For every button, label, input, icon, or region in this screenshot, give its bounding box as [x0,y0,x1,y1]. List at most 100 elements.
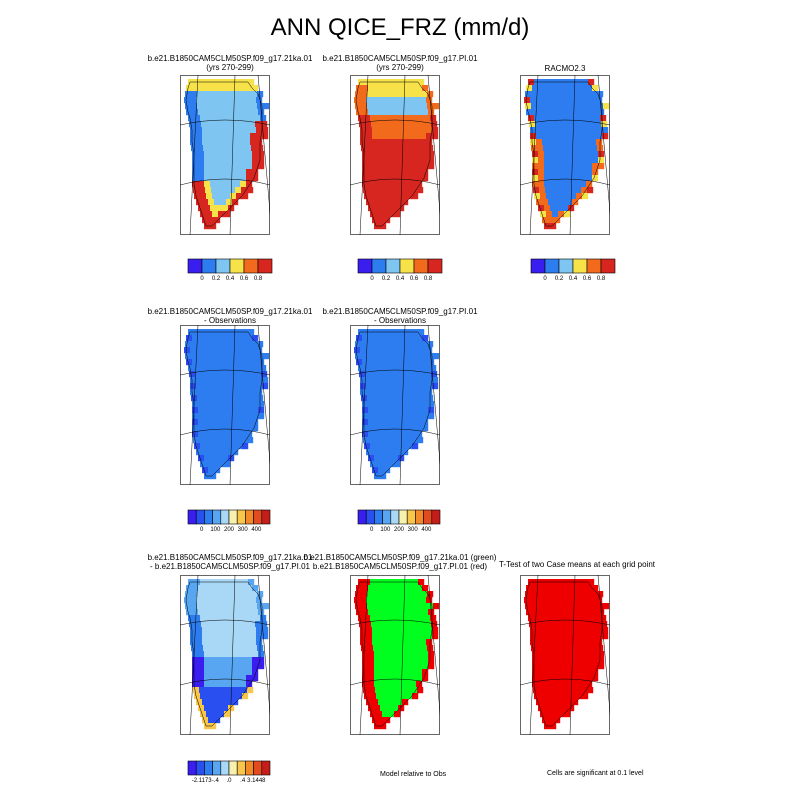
map-cell [210,705,217,712]
map-cell [398,85,405,92]
map-cell [355,591,362,598]
map-cell [226,627,233,634]
map-cell [218,211,225,218]
map-cell [234,657,241,664]
map-cell [356,609,363,616]
map-cell [598,157,605,164]
map-cell [367,591,374,598]
map-cell [209,145,216,152]
map-cell [562,157,569,164]
map-cell [361,603,368,610]
map-cell [190,377,197,384]
map-cell [232,97,239,104]
map-cell [403,645,410,652]
map-cell [560,699,567,706]
map-cell [417,687,424,694]
map-cell [566,633,573,640]
map-cell [549,145,556,152]
map-cell [370,115,377,122]
map-cell [551,687,558,694]
map-cell [416,401,423,408]
map-cell [380,223,387,230]
map-cell [227,91,234,98]
map-cell [375,187,382,194]
map-cell [542,217,549,224]
map-cell [210,175,217,182]
map-cell [550,651,557,658]
map-cell [548,217,555,224]
map-cell [411,687,418,694]
map-cell [416,413,423,420]
map-cell [388,615,395,622]
map-cell [222,419,229,426]
map-cell [412,115,419,122]
map-cell [246,675,253,682]
map-cell [198,681,205,688]
map-cell [550,151,557,158]
map-cell [368,407,375,414]
map-cell [554,597,561,604]
map-cell [202,699,209,706]
map-cell [195,621,202,628]
map-cell [602,127,609,134]
map-cell [402,597,409,604]
map-cell [428,163,435,170]
map-cell [372,597,379,604]
map-cell [532,175,539,182]
map-cell [360,639,367,646]
map-cell [222,109,229,116]
map-cell [416,681,423,688]
map-cell [368,455,375,462]
map-cell [238,97,245,104]
map-cell [202,97,209,104]
map-cell [531,91,538,98]
map-cell [380,609,387,616]
map-cell [215,395,222,402]
map-cell [384,467,391,474]
map-cell [418,79,425,86]
map-cell [222,205,229,212]
map-cell [212,615,219,622]
map-cell [204,585,211,592]
map-cell [410,151,417,158]
map-cell [567,603,574,610]
map-cell [195,371,202,378]
colorbar-swatch [586,258,602,274]
map-cell [422,651,429,658]
map-21ka [180,75,270,235]
map-cell [214,127,221,134]
map-cell [591,645,598,652]
map-cell [391,145,398,152]
map-cell [214,449,221,456]
map-cell [220,377,227,384]
map-cell [586,169,593,176]
map-cell [573,645,580,652]
map-cell [204,163,211,170]
map-cell [244,633,251,640]
map-cell [251,353,258,360]
map-cell [541,121,548,128]
map-cell [389,371,396,378]
map-cell [240,169,247,176]
map-cell [246,175,253,182]
map-cell [582,615,589,622]
map-cell [378,217,385,224]
map-cell [200,711,207,718]
colorbar-swatch [371,258,387,274]
map-cell [556,669,563,676]
map-cell [544,181,551,188]
map-cell [208,639,215,646]
map-cell [392,705,399,712]
map-cell [263,603,270,610]
map-cell [402,639,409,646]
map-cell [402,133,409,140]
map-cell [377,371,384,378]
map-cell [390,97,397,104]
map-cell [210,359,217,366]
map-cell [537,103,544,110]
map-cell [236,615,243,622]
map-cell [356,335,363,342]
map-cell [355,353,362,360]
map-cell [234,431,241,438]
map-cell [192,669,199,676]
